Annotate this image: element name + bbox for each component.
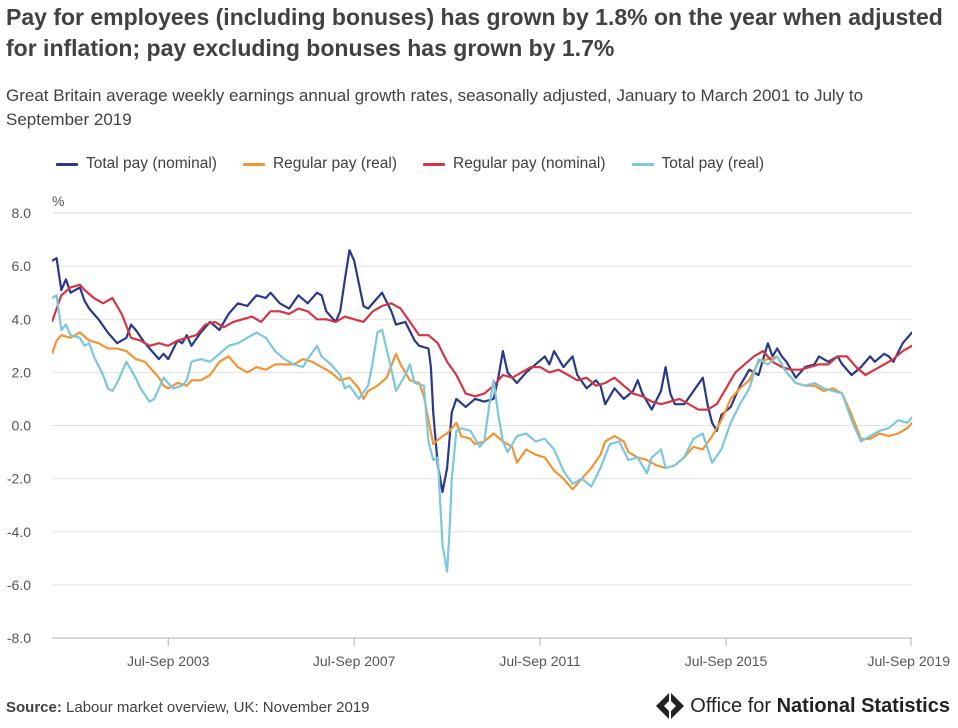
chart-legend: Total pay (nominal) Regular pay (real) R… <box>56 155 764 173</box>
source-note: Source: Labour market overview, UK: Nove… <box>6 699 370 716</box>
y-tick-label: -6.0 <box>7 577 31 593</box>
logo-text-plain: Office for <box>690 694 772 717</box>
x-tick-label: Jul-Sep 2003 <box>127 653 210 669</box>
y-tick-label: 2.0 <box>12 364 32 380</box>
source-text: Labour market overview, UK: November 201… <box>66 699 370 716</box>
series-line-total-pay-nominal[interactable] <box>52 249 949 493</box>
line-chart: 8.0 6.0 4.0 2.0 0.0 -2.0 -4.0 -6.0 -8.0% Jul-Sep … <box>7 193 958 669</box>
source-label: Source: <box>6 699 62 716</box>
x-tick-label: Jul-Sep 2015 <box>685 653 768 669</box>
series-lines <box>52 249 958 573</box>
ons-logo: Office for National Statistics <box>656 693 950 719</box>
legend-swatch <box>56 162 78 166</box>
y-tick-label: -8.0 <box>7 630 31 646</box>
x-tick-label: Jul-Sep 2019 <box>867 653 950 669</box>
legend-swatch <box>242 162 265 166</box>
y-tick-label: 6.0 <box>12 258 32 274</box>
series-line-regular-pay-nominal[interactable] <box>52 283 958 411</box>
legend-item-regular-pay-nominal[interactable]: Regular pay (nominal) <box>423 155 606 173</box>
y-tick-label: -4.0 <box>7 524 31 540</box>
legend-label: Regular pay (nominal) <box>453 155 606 172</box>
legend-item-total-pay-nominal[interactable]: Total pay (nominal) <box>56 155 217 173</box>
ons-logo-icon <box>656 693 685 719</box>
legend-swatch <box>631 162 654 166</box>
y-tick-label: 0.0 <box>12 418 32 434</box>
x-tick-label: Jul-Sep 2011 <box>499 653 581 669</box>
axes: 8.0 6.0 4.0 2.0 0.0 -2.0 -4.0 -6.0 -8.0% Jul-Sep … <box>7 193 950 669</box>
legend-label: Total pay (nominal) <box>86 155 217 172</box>
legend-label: Total pay (real) <box>661 155 765 172</box>
chart-subtitle: Great Britain average weekly earnings an… <box>6 86 864 129</box>
y-tick-label: 4.0 <box>12 311 32 327</box>
y-tick-label: 8.0 <box>12 205 32 221</box>
y-tick-label: -2.0 <box>7 471 31 487</box>
chart-title: Pay for employees (including bonuses) ha… <box>6 4 943 61</box>
series-line-total-pay-real[interactable] <box>52 294 958 573</box>
legend-item-regular-pay-real[interactable]: Regular pay (real) <box>242 155 398 173</box>
logo-text-bold: National Statistics <box>776 694 950 717</box>
y-axis-label: % <box>52 193 64 209</box>
legend-swatch <box>423 162 446 166</box>
legend-item-total-pay-real[interactable]: Total pay (real) <box>631 155 765 173</box>
series-line-regular-pay-real[interactable] <box>52 331 958 491</box>
gridlines <box>52 212 912 639</box>
x-tick-label: Jul-Sep 2007 <box>313 653 396 669</box>
legend-label: Regular pay (real) <box>272 155 398 172</box>
